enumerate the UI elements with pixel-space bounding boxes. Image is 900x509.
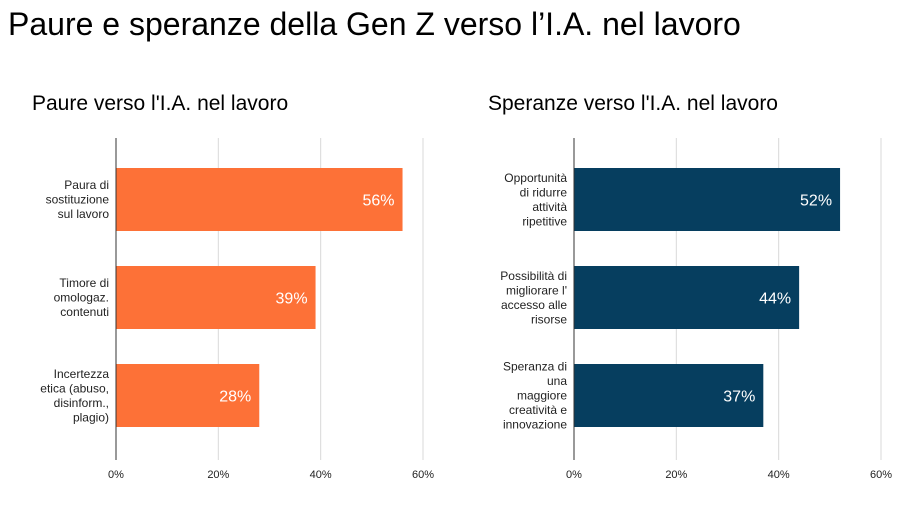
hopes-bar-2 bbox=[574, 364, 764, 427]
fears-value-label-1: 39% bbox=[276, 291, 308, 308]
hopes-tick-label-1: 20% bbox=[665, 469, 687, 481]
fears-value-label-0: 56% bbox=[363, 193, 395, 210]
fears-chart-panel: Paure verso l'I.A. nel lavoro 56% Paura d… bbox=[0, 88, 434, 488]
hopes-tick-label-3: 60% bbox=[870, 469, 892, 481]
fears-category-label-2: Incertezza etica (abuso, disinform., plagio… bbox=[40, 367, 109, 425]
hopes-value-label-0: 52% bbox=[800, 193, 832, 210]
hopes-value-label-1: 44% bbox=[759, 291, 791, 308]
fears-bar-2 bbox=[116, 364, 260, 427]
hopes-category-label-1: Possibilità di migliorare l' accesso alle r… bbox=[500, 269, 567, 327]
fears-category-label-0: Paura di sostituzione sul lavoro bbox=[46, 178, 110, 221]
fears-tick-label-3: 60% bbox=[412, 469, 434, 481]
fears-tick-label-0: 0% bbox=[108, 469, 124, 481]
hopes-tick-label-0: 0% bbox=[566, 469, 582, 481]
fears-bar-0 bbox=[116, 168, 403, 231]
hopes-category-label-0: Opportunità di ridurre attività ripetitive bbox=[504, 171, 567, 229]
hopes-value-label-2: 37% bbox=[723, 389, 755, 406]
hopes-chart-title: Speranze verso l'I.A. nel lavoro bbox=[488, 92, 778, 115]
hopes-bar-0 bbox=[574, 168, 841, 231]
fears-value-label-2: 28% bbox=[219, 389, 251, 406]
hopes-bar-chart: 52% Opportunità di ridurre attività ripetiti… bbox=[500, 138, 892, 481]
fears-bar-1 bbox=[116, 266, 316, 329]
hopes-chart-panel: Speranze verso l'I.A. nel lavoro 52% Oppo… bbox=[458, 88, 892, 488]
hopes-bar-1 bbox=[574, 266, 800, 329]
hopes-tick-label-2: 40% bbox=[768, 469, 790, 481]
hopes-category-label-2: Speranza di una maggiore creatività e innova… bbox=[503, 360, 567, 432]
fears-category-label-1: Timore di omologaz. contenuti bbox=[54, 276, 109, 319]
fears-tick-label-2: 40% bbox=[310, 469, 332, 481]
page-title: Paure e speranze della Gen Z verso l’I.A… bbox=[8, 6, 741, 42]
fears-bar-chart: 56% Paura di sostituzione sul lavoro 39% Timo… bbox=[40, 138, 434, 481]
fears-chart-title: Paure verso l'I.A. nel lavoro bbox=[32, 92, 289, 115]
fears-tick-label-1: 20% bbox=[207, 469, 229, 481]
